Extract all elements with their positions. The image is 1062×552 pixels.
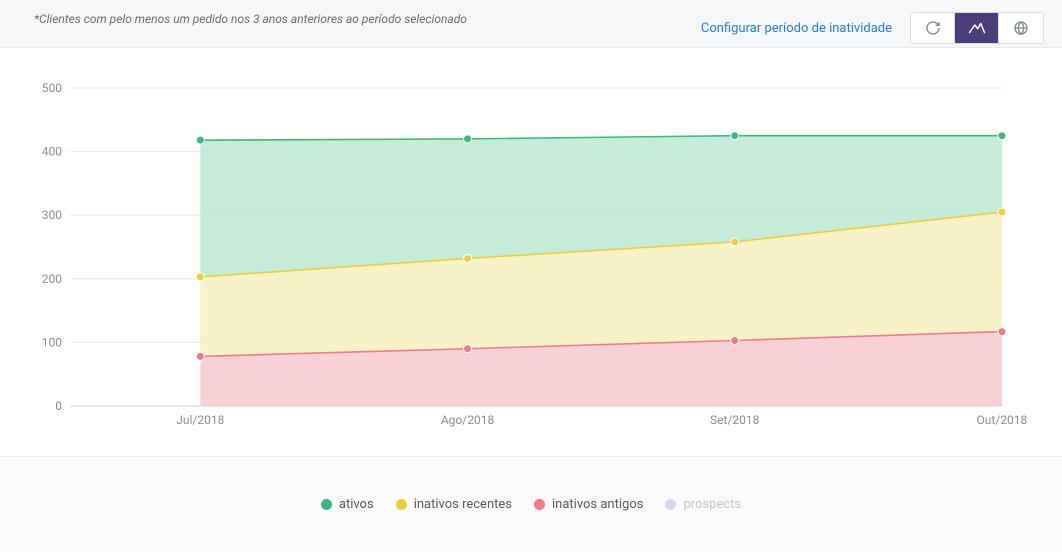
refresh-button[interactable] [911,13,955,43]
legend-item-ativos[interactable]: ativos [321,497,374,512]
footnote-text: *Clientes com pelo menos um pedido nos 3… [34,12,467,26]
legend-dot-icon [534,499,545,510]
config-inactivity-link[interactable]: Configurar período de inatividade [701,21,892,36]
area-chart: 0 100 200 300 400 500 Jul/2018 Ago/2018 Set/2018… [30,68,1032,446]
refresh-icon [925,20,941,36]
svg-text:400: 400 [42,145,63,159]
legend-label: ativos [339,497,374,512]
legend-dot-icon [665,499,676,510]
area-chart-view-button[interactable] [955,13,999,43]
svg-text:Jul/2018: Jul/2018 [176,413,224,427]
legend-item-inativos-recentes[interactable]: inativos recentes [396,497,512,512]
globe-icon [1013,20,1029,36]
legend-bar: ativos inativos recentes inativos antigos p… [0,456,1062,552]
mountain-icon [968,19,986,37]
view-toggle-group [910,12,1044,44]
svg-text:300: 300 [42,208,63,222]
svg-text:0: 0 [55,399,62,413]
legend-item-prospects[interactable]: prospects [665,497,741,512]
header-right: Configurar período de inatividade [701,12,1044,44]
legend-dot-icon [321,499,332,510]
globe-view-button[interactable] [999,13,1043,43]
legend-label: prospects [683,497,741,512]
legend-label: inativos antigos [552,497,643,512]
svg-text:100: 100 [42,335,63,349]
legend-item-inativos-antigos[interactable]: inativos antigos [534,497,643,512]
svg-text:Out/2018: Out/2018 [977,413,1028,427]
legend-label: inativos recentes [414,497,512,512]
chart-container: 0 100 200 300 400 500 Jul/2018 Ago/2018 Set/2018… [0,48,1062,456]
svg-text:Ago/2018: Ago/2018 [441,413,495,427]
svg-text:200: 200 [42,272,63,286]
svg-text:500: 500 [42,81,63,95]
header-bar: *Clientes com pelo menos um pedido nos 3… [0,0,1062,48]
svg-text:Set/2018: Set/2018 [710,413,760,427]
legend-dot-icon [396,499,407,510]
